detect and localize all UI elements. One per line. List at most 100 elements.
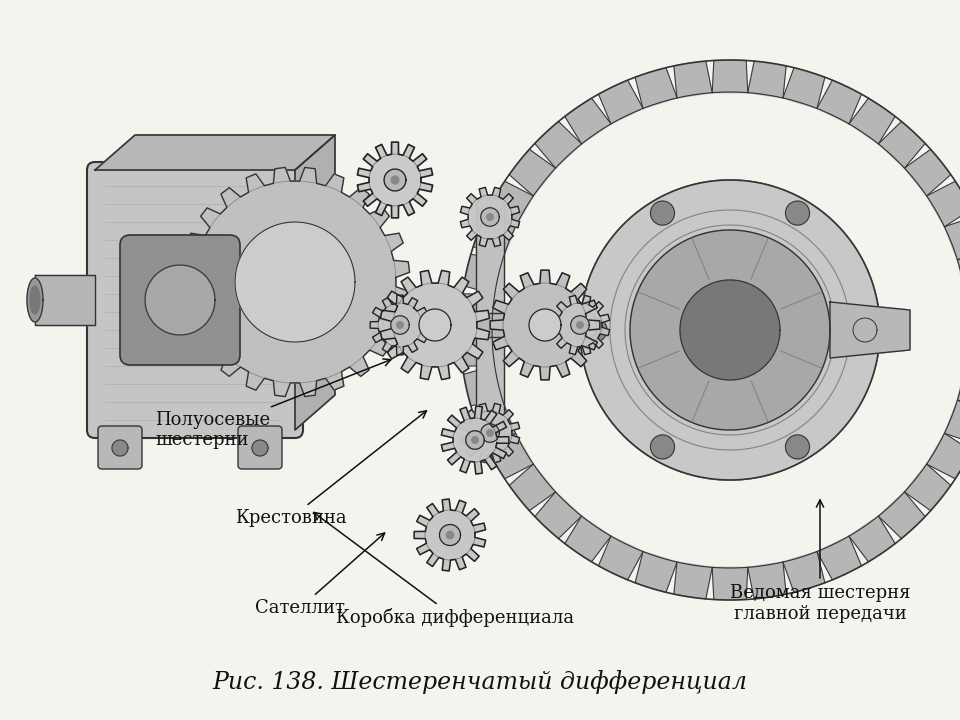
Polygon shape [926, 181, 960, 227]
Polygon shape [651, 201, 675, 225]
Text: Рис. 138. Шестеренчатый дифференциал: Рис. 138. Шестеренчатый дифференциал [212, 670, 748, 694]
Polygon shape [571, 316, 589, 334]
Polygon shape [180, 168, 410, 397]
Text: Ведомая шестерня
главной передачи: Ведомая шестерня главной передачи [730, 500, 910, 623]
Polygon shape [849, 516, 895, 562]
Polygon shape [461, 403, 519, 463]
Polygon shape [446, 531, 454, 539]
Polygon shape [651, 435, 675, 459]
Polygon shape [712, 567, 748, 600]
Polygon shape [391, 316, 409, 334]
Polygon shape [598, 536, 643, 580]
Polygon shape [529, 309, 561, 341]
Polygon shape [878, 122, 925, 168]
Polygon shape [384, 169, 406, 191]
Polygon shape [748, 61, 786, 98]
Polygon shape [783, 552, 825, 593]
Polygon shape [466, 431, 484, 449]
Polygon shape [636, 68, 677, 109]
Polygon shape [460, 294, 494, 330]
Polygon shape [390, 313, 590, 337]
Polygon shape [442, 406, 509, 474]
Polygon shape [535, 122, 582, 168]
Polygon shape [853, 318, 877, 342]
Polygon shape [145, 265, 215, 335]
Polygon shape [904, 464, 950, 510]
Polygon shape [564, 516, 611, 562]
Text: Крестовина: Крестовина [235, 411, 426, 527]
Polygon shape [945, 217, 960, 260]
Polygon shape [481, 424, 499, 442]
Polygon shape [674, 61, 712, 98]
Polygon shape [817, 80, 861, 124]
FancyBboxPatch shape [87, 162, 303, 438]
FancyBboxPatch shape [120, 235, 240, 365]
Polygon shape [295, 135, 335, 430]
Polygon shape [30, 286, 40, 314]
Polygon shape [491, 270, 600, 380]
Polygon shape [487, 430, 493, 436]
Polygon shape [564, 98, 611, 144]
Polygon shape [748, 562, 786, 599]
Polygon shape [481, 208, 499, 226]
Polygon shape [476, 205, 504, 445]
Polygon shape [35, 275, 95, 325]
Polygon shape [785, 201, 809, 225]
Polygon shape [95, 135, 335, 170]
Polygon shape [419, 309, 451, 341]
Polygon shape [550, 295, 610, 355]
Polygon shape [414, 499, 486, 571]
Polygon shape [535, 492, 582, 539]
Polygon shape [957, 366, 960, 405]
Polygon shape [509, 464, 556, 510]
Polygon shape [464, 366, 503, 405]
Polygon shape [783, 68, 825, 109]
Polygon shape [471, 437, 478, 444]
Polygon shape [712, 60, 748, 93]
Polygon shape [460, 330, 494, 366]
Polygon shape [357, 142, 433, 218]
Polygon shape [487, 214, 493, 220]
Polygon shape [830, 302, 910, 358]
Polygon shape [476, 198, 504, 212]
Polygon shape [473, 217, 516, 260]
Polygon shape [380, 271, 490, 379]
Polygon shape [440, 524, 461, 546]
Polygon shape [945, 400, 960, 444]
Polygon shape [630, 230, 830, 430]
Polygon shape [817, 536, 861, 580]
Polygon shape [849, 98, 895, 144]
Polygon shape [461, 187, 519, 247]
Polygon shape [235, 222, 355, 342]
Polygon shape [580, 180, 880, 480]
Polygon shape [583, 318, 607, 342]
Polygon shape [598, 80, 643, 124]
Polygon shape [926, 433, 960, 479]
Polygon shape [396, 322, 403, 328]
Polygon shape [878, 492, 925, 539]
Polygon shape [580, 180, 880, 480]
Polygon shape [583, 313, 597, 337]
Polygon shape [489, 433, 534, 479]
Polygon shape [957, 254, 960, 294]
Text: Коробка дифференциала: Коробка дифференциала [314, 513, 574, 627]
Polygon shape [473, 400, 516, 444]
Polygon shape [383, 313, 397, 337]
Polygon shape [27, 278, 43, 322]
FancyBboxPatch shape [238, 426, 282, 469]
Polygon shape [636, 552, 677, 593]
Polygon shape [112, 440, 128, 456]
Polygon shape [391, 176, 398, 184]
Polygon shape [577, 322, 584, 328]
Text: Сателлит: Сателлит [255, 533, 385, 617]
Polygon shape [674, 562, 712, 599]
Polygon shape [489, 181, 534, 227]
Polygon shape [785, 435, 809, 459]
Polygon shape [371, 295, 430, 355]
Polygon shape [252, 440, 268, 456]
Polygon shape [509, 149, 556, 196]
Polygon shape [904, 149, 950, 196]
Polygon shape [680, 280, 780, 380]
Polygon shape [464, 254, 503, 294]
Text: Полуосевые
шестерни: Полуосевые шестерни [155, 359, 391, 449]
